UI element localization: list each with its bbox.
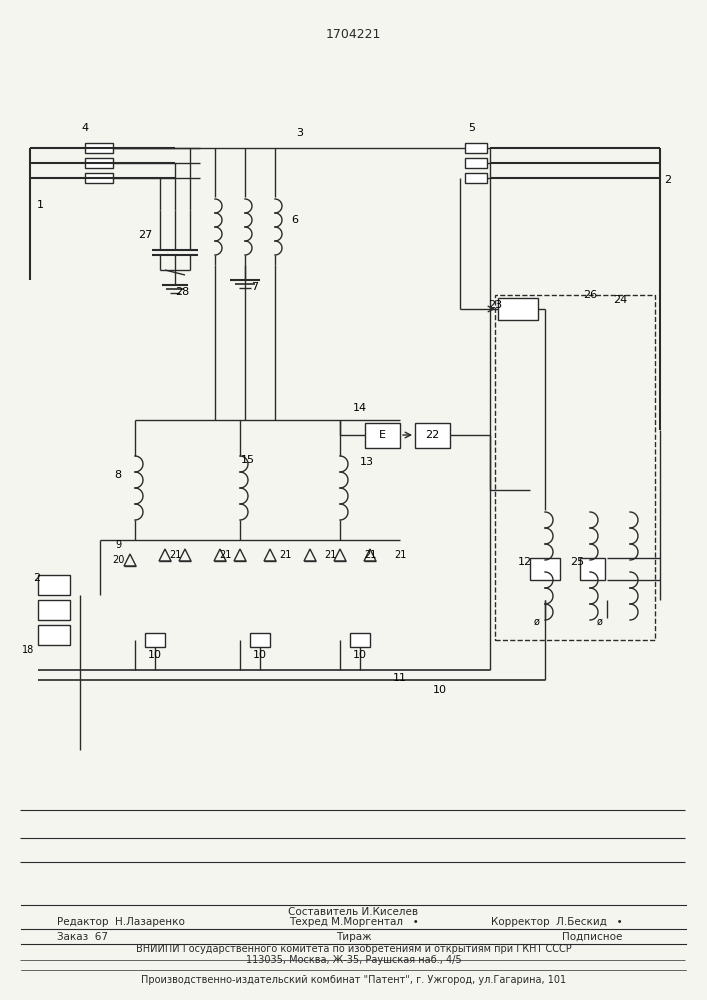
Text: 28: 28 [175, 287, 189, 297]
Text: 24: 24 [613, 295, 627, 305]
Text: Составитель И.Киселев: Составитель И.Киселев [288, 907, 419, 917]
Text: 21: 21 [218, 550, 231, 560]
Bar [85, 158, 113, 168]
Text: 21: 21 [394, 550, 407, 560]
Text: E: E [378, 430, 385, 440]
Bar [365, 423, 400, 448]
Text: 18: 18 [22, 645, 34, 655]
Bar [530, 558, 560, 580]
Text: 21: 21 [279, 550, 291, 560]
Text: 8: 8 [115, 470, 122, 480]
Text: Техред М.Моргентал   •: Техред М.Моргентал • [288, 917, 419, 927]
Text: 22: 22 [425, 430, 439, 440]
Bar [38, 625, 70, 645]
Text: Подписное: Подписное [562, 932, 622, 942]
Text: ø: ø [534, 617, 540, 627]
Text: 9: 9 [115, 540, 121, 550]
Text: 6: 6 [291, 215, 298, 225]
Text: 113035, Москва, Ж-35, Раушская наб., 4/5: 113035, Москва, Ж-35, Раушская наб., 4/5 [246, 955, 461, 965]
Text: 10: 10 [353, 650, 367, 660]
Text: 23: 23 [488, 300, 502, 310]
Text: 11: 11 [393, 673, 407, 683]
Text: 12: 12 [518, 557, 532, 567]
Text: 2: 2 [665, 175, 672, 185]
Text: ø: ø [597, 617, 603, 627]
Text: 20: 20 [112, 555, 124, 565]
Text: ВНИИПИ Государственного комитета по изобретениям и открытиям при ГКНТ СССР: ВНИИПИ Государственного комитета по изоб… [136, 944, 571, 954]
Text: 10: 10 [253, 650, 267, 660]
Text: 14: 14 [353, 403, 367, 413]
Bar [38, 575, 70, 595]
Bar [415, 423, 450, 448]
Text: 15: 15 [241, 455, 255, 465]
Text: 21: 21 [324, 550, 337, 560]
Text: 10: 10 [148, 650, 162, 660]
Text: 7: 7 [252, 282, 259, 292]
Text: 1: 1 [37, 200, 44, 210]
Bar [250, 633, 270, 647]
Text: Заказ  67: Заказ 67 [57, 932, 107, 942]
Bar [580, 558, 605, 580]
Text: 5: 5 [469, 123, 476, 133]
Text: Корректор  Л.Бескид   •: Корректор Л.Бескид • [491, 917, 622, 927]
Text: 13: 13 [360, 457, 374, 467]
Text: 10: 10 [433, 685, 447, 695]
Bar [85, 143, 113, 153]
Bar [465, 158, 487, 168]
Text: 1704221: 1704221 [325, 28, 380, 41]
Bar [465, 143, 487, 153]
Text: 21: 21 [169, 550, 181, 560]
Text: Тираж: Тираж [336, 932, 371, 942]
Text: Редактор  Н.Лазаренко: Редактор Н.Лазаренко [57, 917, 185, 927]
Bar [498, 298, 538, 320]
Text: 2: 2 [33, 573, 40, 583]
Text: 4: 4 [81, 123, 88, 133]
Bar [350, 633, 370, 647]
Text: 27: 27 [138, 230, 152, 240]
Bar [465, 173, 487, 183]
Text: 3: 3 [296, 128, 303, 138]
Text: Производственно-издательский комбинат "Патент", г. Ужгород, ул.Гагарина, 101: Производственно-издательский комбинат "П… [141, 975, 566, 985]
Text: 26: 26 [583, 290, 597, 300]
Bar [38, 600, 70, 620]
Bar [85, 173, 113, 183]
Bar [495, 295, 655, 640]
Text: 25: 25 [570, 557, 584, 567]
Bar [145, 633, 165, 647]
Text: 21: 21 [364, 550, 376, 560]
